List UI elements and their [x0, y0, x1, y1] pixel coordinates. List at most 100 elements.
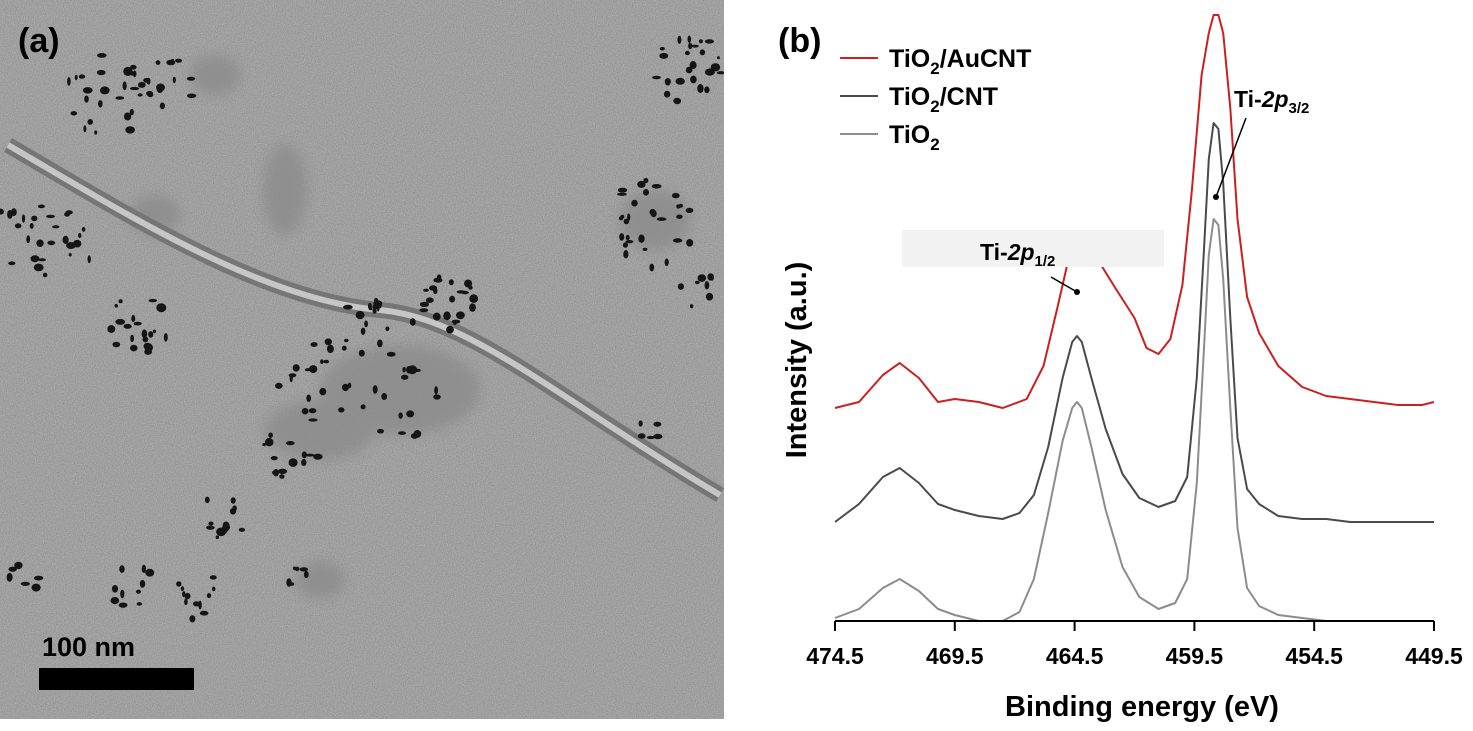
nanoparticle: [145, 568, 155, 577]
nanoparticle: [429, 285, 438, 291]
nanoparticle: [618, 216, 624, 221]
nanoparticle: [664, 258, 669, 267]
nanoparticle: [180, 586, 185, 592]
nanoparticle: [119, 565, 125, 573]
nanoparticle: [36, 239, 44, 247]
nanoparticle: [275, 382, 283, 389]
annotation-label: Ti-2p3/2: [1234, 86, 1309, 117]
nanoparticle: [130, 344, 138, 352]
tio2-patches: [130, 55, 690, 598]
nanoparticle: [689, 61, 697, 70]
nanoparticle: [146, 90, 154, 97]
nanoparticle: [186, 76, 196, 81]
nanoparticle: [70, 111, 78, 116]
nanoparticle: [122, 81, 127, 91]
nanoparticle: [148, 298, 157, 303]
nanoparticle: [14, 223, 22, 229]
nanoparticle: [31, 215, 38, 222]
nanoparticle: [111, 585, 119, 593]
nanoparticle: [42, 272, 48, 278]
nanoparticle: [443, 311, 451, 321]
nanoparticle: [184, 592, 191, 600]
nanoparticle: [677, 283, 685, 290]
nanoparticle: [320, 359, 324, 365]
x-tick-label: 454.5: [1285, 643, 1343, 669]
nanoparticle: [6, 572, 13, 582]
nanoparticle: [286, 441, 295, 446]
nanoparticle: [87, 255, 91, 264]
nanoparticle: [141, 564, 147, 573]
nanoparticle: [120, 589, 125, 599]
nanoparticle: [268, 432, 273, 438]
nanoparticle: [26, 235, 31, 244]
x-tick-label: 459.5: [1166, 643, 1224, 669]
nanoparticle: [381, 393, 388, 400]
nanoparticle: [118, 299, 123, 304]
nanoparticle: [432, 312, 441, 321]
nanoparticle: [289, 582, 295, 586]
legend-label-base: TiO: [889, 83, 930, 111]
nanoparticle: [676, 214, 683, 219]
nanoparticle: [133, 321, 142, 326]
nanoparticle: [686, 239, 694, 247]
nanoparticle: [672, 238, 683, 243]
legend-label: TiO2/AuCNT: [889, 45, 1031, 78]
nanoparticle: [434, 386, 438, 395]
nanoparticle: [118, 602, 128, 608]
nanoparticle: [87, 119, 93, 125]
scale-bar-label: 100 nm: [42, 632, 135, 662]
nanoparticle: [675, 77, 685, 85]
nanoparticle: [78, 74, 86, 79]
nanoparticle: [372, 385, 378, 394]
nanoparticle: [130, 64, 137, 70]
nanoparticle: [637, 433, 646, 439]
nanoparticle: [653, 421, 662, 427]
nanoparticle: [360, 327, 366, 335]
nanoparticle: [704, 86, 710, 94]
nanoparticle: [699, 49, 706, 56]
series-line-2: [834, 218, 1434, 622]
legend-label-sub: 2: [930, 97, 939, 116]
nanoparticle: [34, 575, 44, 581]
nanoparticle: [8, 566, 17, 572]
nanoparticle: [136, 602, 142, 606]
nanoparticle: [125, 126, 135, 134]
nanoparticle: [385, 326, 390, 332]
legend-label-rest: /AuCNT: [940, 45, 1032, 73]
legend-label: TiO2: [889, 121, 940, 154]
nanoparticle: [238, 527, 246, 532]
nanoparticle: [11, 208, 17, 217]
nanoparticle: [67, 77, 71, 86]
nanoparticle: [652, 75, 661, 80]
nanoparticle: [206, 525, 215, 530]
nanoparticle: [31, 583, 41, 592]
nanoparticle: [156, 303, 167, 313]
nanoparticle: [691, 44, 699, 48]
nanoparticle: [355, 311, 365, 320]
nanoparticle: [100, 86, 110, 95]
nanoparticle: [303, 570, 309, 579]
nanoparticle: [446, 325, 454, 334]
nanoparticle: [659, 52, 669, 59]
nanoparticle: [182, 591, 186, 598]
nanoparticle: [310, 342, 318, 347]
nanoparticle: [96, 69, 106, 76]
nanoparticle: [115, 318, 126, 325]
nanoparticle: [642, 247, 648, 251]
peak-annotations: Ti-2p1/2Ti-2p3/2: [980, 86, 1309, 295]
nanoparticle: [148, 331, 154, 338]
nanoparticle: [299, 567, 309, 572]
nanoparticle: [649, 208, 656, 216]
nanoparticle: [146, 77, 151, 85]
nanoparticle: [649, 263, 655, 272]
nanoparticle: [436, 274, 442, 281]
nanoparticle: [62, 235, 69, 244]
x-tick-label: 449.5: [1405, 643, 1463, 669]
nanoparticle: [364, 320, 368, 328]
nanoparticle: [338, 407, 345, 413]
nanoparticle: [301, 408, 309, 415]
legend-label-base: TiO: [889, 45, 930, 73]
nanoparticle: [152, 329, 157, 334]
nanoparticle: [697, 84, 704, 93]
nanoparticle: [643, 189, 649, 196]
